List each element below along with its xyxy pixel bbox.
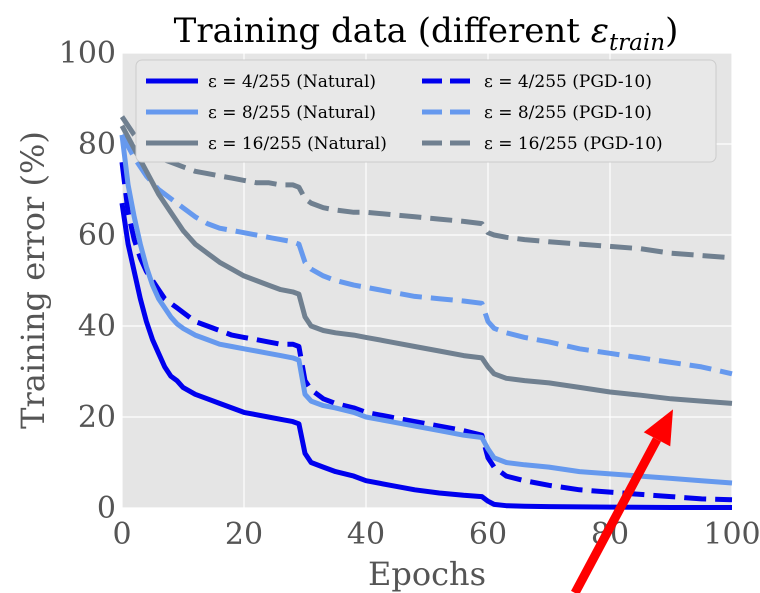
y-tick-label: 100 (59, 36, 116, 71)
legend-label: ε = 4/255 (PGD-10) (484, 72, 652, 92)
series-layer (119, 115, 733, 510)
y-axis-label: Training error (%) (14, 131, 52, 429)
series-line-0 (119, 202, 732, 510)
x-tick-label: 20 (225, 517, 263, 552)
series-line-4 (119, 133, 733, 377)
chart-title: Training data (different εtrain) (174, 11, 679, 56)
x-axis-label: Epochs (368, 555, 486, 593)
series-line-2 (119, 124, 733, 406)
legend-label: ε = 4/255 (Natural) (208, 72, 376, 92)
legend-label: ε = 16/255 (Natural) (208, 134, 387, 154)
series-line-1 (119, 134, 733, 486)
x-tick-label: 100 (703, 517, 760, 552)
legend-label: ε = 16/255 (PGD-10) (484, 134, 663, 154)
tick-labels: 020406080100020406080100 (59, 36, 760, 552)
x-tick-label: 60 (469, 517, 507, 552)
legend-label: ε = 8/255 (Natural) (208, 103, 376, 123)
annotation-arrow (571, 409, 673, 593)
legend: ε = 4/255 (Natural) ε = 8/255 (Natural) ε … (135, 59, 717, 163)
y-tick-label: 60 (78, 218, 116, 253)
arrow-head (643, 409, 673, 447)
x-tick-label: 0 (112, 517, 131, 552)
y-tick-label: 0 (97, 491, 116, 526)
y-tick-label: 80 (78, 127, 116, 162)
y-tick-label: 20 (78, 400, 116, 435)
y-tick-label: 40 (78, 309, 116, 344)
x-tick-label: 40 (347, 517, 385, 552)
series-line-5 (119, 115, 733, 261)
legend-label: ε = 8/255 (PGD-10) (484, 103, 652, 123)
arrow-shaft (571, 437, 661, 593)
